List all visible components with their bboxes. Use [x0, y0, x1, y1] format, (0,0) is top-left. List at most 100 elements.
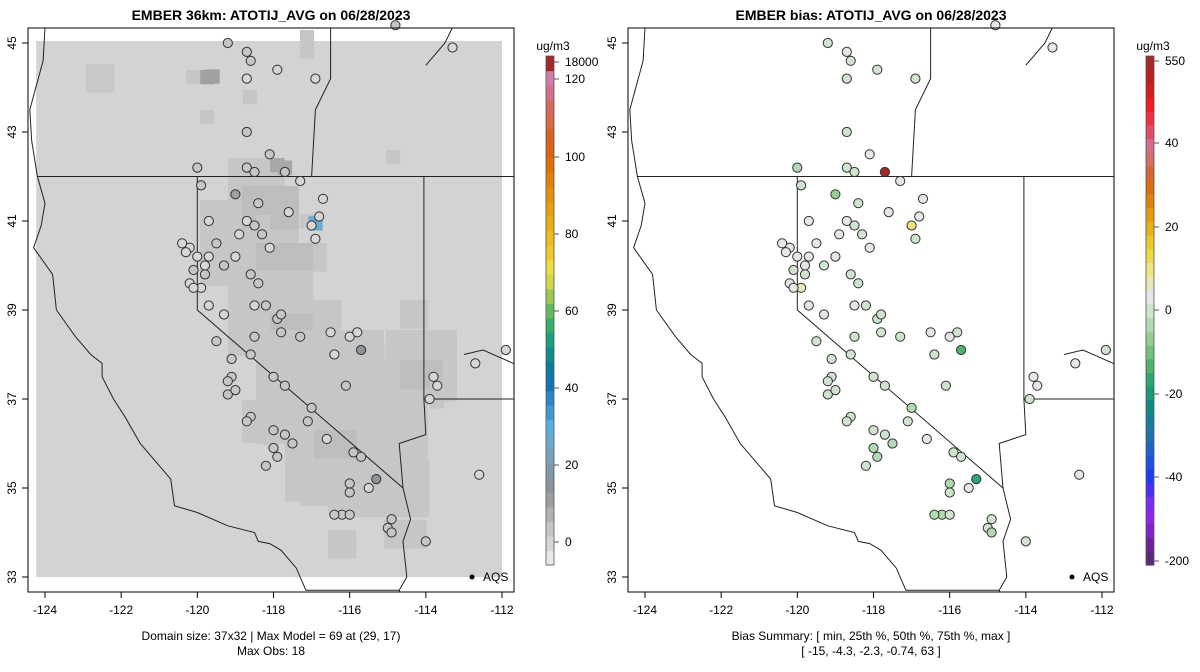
site-marker [268, 371, 279, 382]
colorbar-tick-label: 20 [1165, 220, 1179, 234]
colorbar-swatch [546, 492, 554, 508]
site-marker [272, 451, 283, 462]
model-footer-line2: Max Obs: 18 [237, 644, 305, 658]
state-border [311, 28, 332, 177]
x-tick-label: -122 [109, 603, 133, 617]
colorbar-swatch [546, 317, 554, 333]
site-marker [356, 451, 367, 462]
site-marker [226, 353, 237, 365]
colorbar-tick-label: 550 [1165, 54, 1185, 68]
site-marker [803, 300, 814, 311]
site-marker [268, 442, 279, 454]
colorbar-tick-label: 120 [565, 72, 585, 86]
site-marker [230, 385, 241, 396]
site-marker [864, 149, 875, 160]
colorbar-swatch [546, 70, 554, 86]
model-grid-cell [86, 64, 115, 93]
bias-footer-line1: Bias Summary: [ min, 25th %, 50th %, 75t… [732, 629, 1011, 643]
y-tick-label: 39 [5, 303, 19, 317]
site-marker [283, 207, 294, 218]
site-marker [788, 282, 799, 293]
y-tick-label: 33 [5, 570, 19, 584]
site-marker [864, 242, 875, 253]
colorbar-swatch [546, 346, 554, 362]
colorbar-swatch [1146, 386, 1154, 401]
colorbar-swatch [546, 85, 554, 101]
site-marker [241, 416, 252, 427]
site-marker [199, 260, 211, 271]
colorbar-swatch [1146, 441, 1154, 456]
colorbar-swatch [546, 463, 554, 479]
colorbar-swatch [1146, 289, 1154, 305]
colorbar-swatch [1146, 523, 1154, 539]
site-marker [344, 331, 355, 342]
x-tick-label: -124 [633, 603, 657, 617]
colorbar-swatch [546, 274, 554, 290]
site-marker [344, 487, 355, 498]
site-marker [792, 162, 803, 173]
site-marker [329, 349, 340, 360]
site-marker [241, 73, 252, 84]
x-tick-label: -116 [938, 603, 961, 617]
x-tick-label: -124 [33, 603, 57, 617]
colorbar-swatch [546, 99, 554, 115]
state-border [1063, 349, 1114, 364]
site-marker [971, 474, 982, 485]
site-marker [222, 389, 233, 400]
site-marker [340, 380, 351, 391]
aqs-legend: AQS [1069, 570, 1108, 584]
site-marker [792, 251, 803, 262]
colorbar-swatch [546, 375, 554, 392]
colorbar-swatch [1146, 303, 1154, 318]
site-marker [822, 389, 833, 400]
site-marker [188, 282, 199, 293]
site-marker [188, 264, 199, 276]
colorbar-swatch [1146, 482, 1154, 497]
colorbar-swatch [546, 245, 554, 261]
colorbar-swatch [546, 506, 554, 522]
site-marker [192, 251, 203, 262]
site-marker [940, 380, 952, 391]
site-marker [853, 198, 864, 209]
colorbar-tick-label: 18000 [565, 55, 599, 69]
y-tick-label: 37 [605, 392, 619, 406]
site-marker [321, 433, 332, 445]
colorbar-swatch [546, 143, 554, 159]
bias-footer-line2: [ -15, -4.3, -2.3, -0.74, 63 ] [801, 644, 940, 658]
site-marker [876, 309, 887, 320]
site-marker [872, 451, 883, 462]
site-marker [830, 385, 841, 396]
colorbar-swatch [1146, 166, 1154, 181]
site-marker [841, 46, 852, 58]
site-marker [857, 229, 868, 240]
site-marker [948, 447, 959, 458]
plot-frame [627, 27, 1115, 593]
x-tick-label: -112 [490, 603, 513, 617]
site-marker [386, 527, 397, 538]
site-marker [910, 233, 921, 244]
colorbar-swatch [1146, 97, 1154, 112]
site-marker [245, 55, 256, 66]
site-marker [1024, 393, 1035, 405]
state-borders [629, 28, 1114, 592]
colorbar-swatch [546, 521, 554, 537]
colorbar-swatch [546, 448, 554, 464]
x-tick-label: -114 [414, 603, 437, 617]
site-marker [986, 514, 997, 525]
x-tick-label: -118 [862, 603, 885, 617]
y-tick-label: 45 [5, 36, 19, 50]
site-marker [310, 73, 321, 84]
state-border [796, 176, 1004, 489]
model-grid-cell [256, 243, 313, 272]
border-lines [629, 28, 1114, 592]
site-marker [230, 251, 241, 262]
site-marker [788, 264, 799, 276]
site-marker [956, 451, 967, 462]
site-marker [777, 238, 788, 249]
model-grid-cell [186, 70, 201, 85]
state-border [425, 28, 453, 66]
colorbar-tick-label: 80 [565, 227, 579, 241]
site-marker [253, 278, 264, 289]
site-marker [830, 189, 841, 200]
colorbar-swatch [1146, 427, 1154, 442]
